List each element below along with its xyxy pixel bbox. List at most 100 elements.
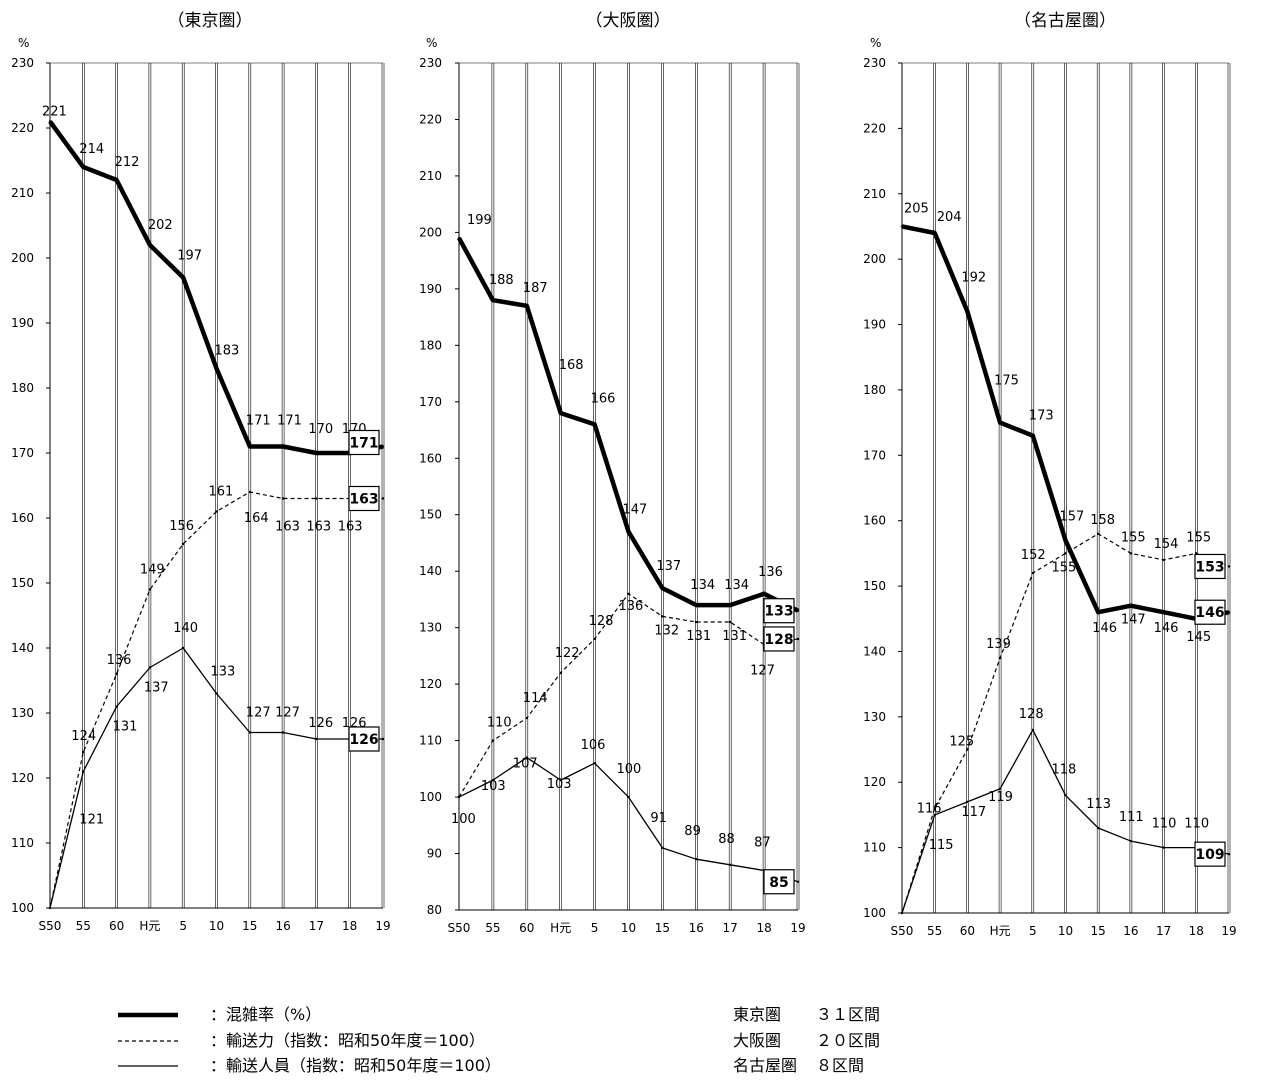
data-point-passengers <box>525 756 528 759</box>
data-point-capacity <box>148 588 152 591</box>
legend-label-passengers: ：輸送人員（指数：昭和50年度＝100） <box>210 1056 501 1075</box>
data-point-congestion <box>998 421 1002 424</box>
data-point-capacity <box>627 592 630 595</box>
data-point-capacity <box>315 497 318 500</box>
y-tick-label: 230 <box>11 56 34 70</box>
y-tick-label: 110 <box>419 734 442 748</box>
data-point-congestion <box>1064 539 1067 542</box>
data-label-capacity: 116 <box>917 801 942 816</box>
data-point-congestion <box>900 225 904 228</box>
data-point-passengers <box>281 731 285 734</box>
data-label-capacity: 110 <box>487 716 512 731</box>
data-label-capacity: 136 <box>107 653 132 668</box>
x-tick-label: 17 <box>1156 924 1171 938</box>
data-label-passengers: 88 <box>718 832 735 847</box>
x-tick-label: 17 <box>723 921 738 935</box>
data-point-congestion <box>559 411 562 415</box>
y-tick-label: 190 <box>419 282 442 296</box>
end-value-box-capacity <box>763 626 795 652</box>
data-point-passengers <box>115 705 118 708</box>
data-label-congestion: 171 <box>277 414 302 429</box>
y-tick-label: 210 <box>419 169 442 183</box>
x-tick-label: S50 <box>448 921 471 935</box>
data-point-congestion <box>1162 611 1165 614</box>
end-value-box-capacity <box>1194 553 1226 580</box>
data-point-passengers <box>48 906 52 910</box>
note-region: 名古屋圏 <box>733 1056 797 1075</box>
data-label-congestion: 136 <box>758 565 783 580</box>
data-point-passengers <box>82 770 85 773</box>
end-value-box-congestion <box>763 598 795 624</box>
x-tick-label: S50 <box>891 924 914 938</box>
data-point-congestion <box>627 530 630 533</box>
y-tick-label: 170 <box>419 395 442 409</box>
data-label-capacity: 149 <box>140 563 165 578</box>
y-tick-label: 180 <box>11 381 34 395</box>
data-point-capacity <box>381 497 385 500</box>
data-point-capacity <box>998 656 1002 660</box>
data-point-capacity <box>796 637 800 641</box>
end-value-label-congestion: 171 <box>349 436 378 452</box>
y-tick-label: 130 <box>419 621 442 635</box>
x-tick-label: 18 <box>756 921 771 935</box>
data-point-passengers <box>1162 846 1165 849</box>
data-label-passengers: 117 <box>961 805 986 820</box>
data-point-congestion <box>315 451 318 455</box>
y-tick-label: 140 <box>11 641 34 655</box>
y-tick-label: 90 <box>427 847 442 861</box>
data-label-passengers: 137 <box>144 681 169 696</box>
data-point-capacity <box>559 671 562 675</box>
data-label-congestion: 137 <box>656 559 681 574</box>
data-label-capacity: 131 <box>686 629 711 644</box>
data-point-capacity <box>729 620 732 624</box>
data-point-passengers <box>900 911 904 915</box>
data-point-congestion <box>796 609 800 612</box>
data-label-capacity: 154 <box>1154 537 1179 552</box>
data-point-congestion <box>182 276 185 279</box>
data-label-capacity: 158 <box>1090 513 1115 528</box>
series-line-passengers <box>49 647 383 909</box>
data-label-congestion: 170 <box>308 422 333 437</box>
y-tick-label: 220 <box>419 112 442 126</box>
data-label-capacity: 163 <box>338 520 363 535</box>
x-tick-label: 16 <box>275 919 290 933</box>
series-line-capacity <box>901 533 1230 914</box>
x-tick-label: S50 <box>39 919 62 933</box>
y-tick-label: 190 <box>863 318 886 332</box>
data-label-capacity: 132 <box>654 623 679 638</box>
data-label-capacity: 163 <box>306 520 331 535</box>
y-tick-label: 160 <box>419 451 442 465</box>
end-value-box-capacity <box>348 485 380 512</box>
x-tick-label: H元 <box>990 924 1011 938</box>
end-value-label-capacity: 128 <box>764 632 793 648</box>
x-tick-label: 60 <box>109 919 124 933</box>
data-label-passengers: 131 <box>113 720 138 735</box>
data-point-passengers <box>381 737 385 741</box>
data-label-passengers: 103 <box>547 777 572 792</box>
x-tick-label: 18 <box>1189 924 1204 938</box>
data-point-passengers <box>1129 839 1133 843</box>
x-tick-label: 15 <box>1091 924 1106 938</box>
data-label-capacity: 124 <box>71 729 96 744</box>
data-label-passengers: 133 <box>211 665 236 680</box>
y-tick-label: 180 <box>863 383 886 397</box>
data-label-passengers: 119 <box>988 790 1013 805</box>
y-tick-label: 220 <box>11 121 34 135</box>
end-value-label-passengers: 109 <box>1195 847 1224 863</box>
data-label-capacity: 161 <box>209 485 234 500</box>
data-point-congestion <box>933 231 936 235</box>
data-label-passengers: 89 <box>684 824 701 839</box>
data-label-congestion: 147 <box>1121 613 1146 628</box>
data-point-capacity <box>182 542 185 546</box>
data-label-passengers: 111 <box>1119 810 1144 825</box>
data-point-capacity <box>966 748 969 751</box>
end-value-box-congestion <box>348 429 380 456</box>
x-tick-label: 10 <box>1058 924 1073 938</box>
data-point-passengers <box>457 795 461 799</box>
data-label-passengers: 100 <box>617 762 642 777</box>
data-label-congestion: 183 <box>215 344 240 359</box>
y-tick-label: 110 <box>11 836 34 850</box>
y-tick-label: 230 <box>419 56 442 70</box>
data-point-congestion <box>729 603 732 607</box>
